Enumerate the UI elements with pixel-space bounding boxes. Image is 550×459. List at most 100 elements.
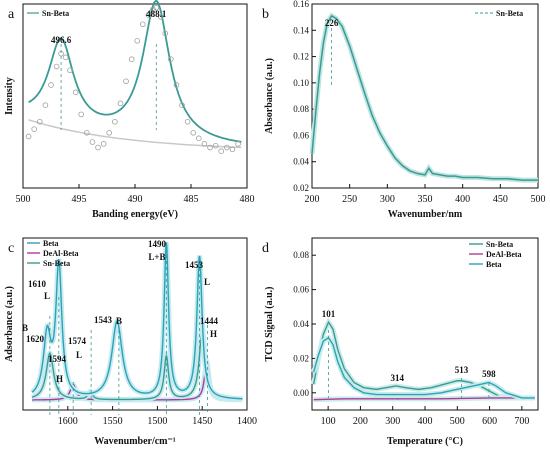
x-tick-label-b: 400: [455, 194, 470, 205]
x-tick-label-b: 200: [305, 194, 320, 205]
peak-label-d: 513: [455, 365, 469, 375]
y-tick-label-d: 0.02: [293, 353, 309, 363]
peak-label-a: 496.6: [51, 35, 72, 45]
legend-label-c: DeAl-Beta: [43, 249, 79, 258]
data-point-a: [117, 100, 124, 107]
legend-label-d: DeAl-Beta: [486, 250, 522, 259]
data-point-a: [212, 142, 219, 149]
y-tick-label-b: 0.12: [293, 52, 309, 62]
x-tick-label-d: 100: [321, 416, 336, 427]
y-tick-label-d: 0.00: [293, 388, 309, 398]
x-tick-label-d: 700: [514, 416, 529, 427]
data-point-a: [95, 144, 101, 151]
x-axis-label-b: Wavenumber/nm: [388, 209, 463, 220]
series-line-d: [312, 336, 535, 399]
x-tick-label-d: 400: [418, 416, 433, 427]
x-tick-label-c: 1550: [103, 416, 123, 427]
data-point-a: [84, 130, 90, 136]
data-point-a: [78, 111, 85, 118]
x-tick-label-c: 1500: [147, 416, 167, 427]
annotation-label-c: 1444: [200, 316, 219, 326]
legend-label-d: Beta: [486, 260, 502, 269]
peak-label-a: 488.1: [146, 9, 167, 19]
legend-label-d: Sn-Beta: [486, 240, 513, 249]
data-point-a: [218, 148, 225, 155]
x-axis-label-d: Temperature (°C): [387, 436, 463, 447]
data-point-a: [235, 141, 241, 147]
panel-letter-c: c: [8, 241, 14, 256]
annotation-label-c: 1490: [148, 239, 167, 249]
data-point-a: [207, 144, 213, 151]
peak-label-d: 314: [390, 373, 404, 383]
data-point-a: [184, 118, 191, 125]
y-tick-label-b: 0.16: [293, 0, 309, 9]
legend-label-a: Sn-Beta: [42, 9, 69, 18]
annotation-label-c: L: [204, 277, 210, 287]
peak-label-b: 226: [325, 18, 339, 28]
y-tick-label-b: 0.04: [293, 157, 309, 167]
y-tick-label-b: 0.10: [293, 78, 309, 88]
data-point-a: [150, 6, 156, 13]
series-line-d: [313, 397, 535, 401]
x-tick-label-a: 495: [72, 194, 87, 205]
data-point-a: [201, 141, 208, 147]
x-tick-label-c: 1400: [237, 416, 257, 427]
data-point-a: [168, 56, 174, 62]
annotation-label-c: 1543: [94, 315, 113, 325]
y-tick-label-d: 0.06: [293, 285, 309, 295]
data-point-a: [123, 78, 129, 85]
x-tick-label-c: 1450: [192, 416, 212, 427]
data-point-a: [196, 135, 202, 142]
y-axis-label-d: TCD Signal (a.u.): [264, 286, 275, 361]
x-tick-label-d: 300: [385, 416, 400, 427]
data-point-a: [89, 139, 96, 145]
panel-letter-d: d: [262, 241, 269, 256]
y-axis-label-b: Absorbance (a.u.): [264, 58, 275, 134]
annotation-label-c: L: [44, 291, 50, 301]
data-point-a: [145, 12, 152, 18]
data-point-a: [36, 118, 43, 125]
data-point-a: [48, 82, 54, 88]
annotation-label-c: H: [210, 329, 217, 339]
annotation-label-c: L: [76, 350, 82, 360]
data-point-a: [112, 118, 118, 125]
y-tick-label-d: 0.08: [293, 250, 309, 260]
x-tick-label-b: 350: [418, 194, 433, 205]
y-tick-label-b: 0.06: [293, 130, 309, 140]
panel-letter-b: b: [262, 7, 269, 22]
annotation-label-c: 1574: [68, 336, 87, 346]
fit-curve-a: [28, 0, 242, 143]
annotation-label-c: L+B: [148, 252, 165, 262]
x-tick-label-a: 480: [240, 194, 255, 205]
data-point-a: [229, 146, 236, 153]
y-axis-label-a: Intensity: [4, 77, 15, 115]
y-tick-label-b: 0.02: [293, 183, 309, 193]
data-point-a: [100, 141, 107, 147]
x-tick-label-b: 250: [342, 194, 357, 205]
data-point-a: [224, 144, 230, 151]
plot-frame-d: [311, 237, 539, 411]
data-point-a: [153, 4, 160, 11]
plot-frame-c: [22, 237, 248, 411]
data-point-a: [31, 126, 38, 132]
annotation-label-c: 1594: [48, 354, 67, 364]
series-line-b: [311, 14, 538, 181]
data-point-a: [140, 21, 146, 28]
annotation-label-c: 1620: [26, 334, 45, 344]
data-point-a: [190, 130, 197, 136]
series-line-d: [312, 320, 535, 399]
peak-label-d: 598: [482, 369, 496, 379]
data-point-a: [128, 56, 135, 62]
y-tick-label-d: 0.04: [293, 319, 309, 329]
annotation-label-c: B: [22, 323, 28, 333]
peak-label-d: 101: [322, 309, 336, 319]
x-tick-label-b: 300: [380, 194, 395, 205]
data-point-a: [179, 102, 185, 108]
legend-label-c: Beta: [43, 239, 59, 248]
data-point-a: [72, 89, 79, 96]
y-tick-label-b: 0.08: [293, 104, 309, 114]
x-tick-label-b: 450: [493, 194, 508, 205]
data-point-a: [25, 133, 32, 140]
x-tick-label-a: 485: [184, 194, 199, 205]
data-point-a: [134, 37, 141, 44]
